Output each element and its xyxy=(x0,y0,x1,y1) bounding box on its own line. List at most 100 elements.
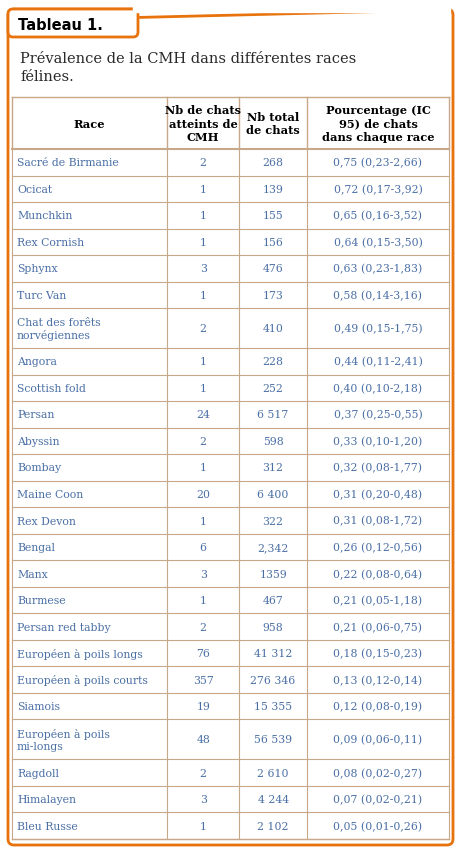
Text: 3: 3 xyxy=(200,569,207,579)
Text: 0,21 (0,05-1,18): 0,21 (0,05-1,18) xyxy=(333,595,423,606)
Text: 228: 228 xyxy=(263,357,284,367)
Text: 0,65 (0,16-3,52): 0,65 (0,16-3,52) xyxy=(333,211,422,221)
Text: 20: 20 xyxy=(196,490,210,499)
Text: Nb de chats
atteints de
CMH: Nb de chats atteints de CMH xyxy=(165,105,241,142)
Text: Européen à poils longs: Européen à poils longs xyxy=(17,647,143,659)
Text: 0,12 (0,08-0,19): 0,12 (0,08-0,19) xyxy=(333,701,423,711)
Text: 322: 322 xyxy=(263,516,284,526)
Text: 0,37 (0,25-0,55): 0,37 (0,25-0,55) xyxy=(334,409,422,421)
Polygon shape xyxy=(133,7,450,13)
Text: 0,75 (0,23-2,66): 0,75 (0,23-2,66) xyxy=(333,158,422,168)
Text: 48: 48 xyxy=(196,734,210,745)
Text: 2 102: 2 102 xyxy=(257,821,289,831)
Text: Maine Coon: Maine Coon xyxy=(17,490,83,499)
Text: 76: 76 xyxy=(196,648,210,659)
Text: Abyssin: Abyssin xyxy=(17,437,59,446)
Text: 268: 268 xyxy=(263,158,284,168)
Text: 0,58 (0,14-3,16): 0,58 (0,14-3,16) xyxy=(333,290,422,300)
Text: 15 355: 15 355 xyxy=(254,701,292,711)
Text: 6 400: 6 400 xyxy=(257,490,289,499)
Text: 252: 252 xyxy=(263,384,284,393)
Text: 598: 598 xyxy=(263,437,284,446)
Text: 0,26 (0,12-0,56): 0,26 (0,12-0,56) xyxy=(333,543,423,553)
Text: Nb total
de chats: Nb total de chats xyxy=(246,112,300,136)
Text: 0,18 (0,15-0,23): 0,18 (0,15-0,23) xyxy=(333,648,423,659)
Text: Rex Cornish: Rex Cornish xyxy=(17,237,84,247)
Text: 0,72 (0,17-3,92): 0,72 (0,17-3,92) xyxy=(334,184,422,194)
Text: 1: 1 xyxy=(200,516,207,526)
Text: 1: 1 xyxy=(200,384,207,393)
Text: Munchkin: Munchkin xyxy=(17,211,72,221)
Text: 0,49 (0,15-1,75): 0,49 (0,15-1,75) xyxy=(334,323,422,334)
Text: Angora: Angora xyxy=(17,357,57,367)
Text: 19: 19 xyxy=(196,701,210,711)
Text: 1: 1 xyxy=(200,237,207,247)
Text: Race: Race xyxy=(74,119,105,130)
Text: Pourcentage (IC
95) de chats
dans chaque race: Pourcentage (IC 95) de chats dans chaque… xyxy=(322,105,434,142)
Text: 2: 2 xyxy=(200,158,207,168)
Text: 6 517: 6 517 xyxy=(258,410,289,420)
Text: 3: 3 xyxy=(200,264,207,274)
Text: 1359: 1359 xyxy=(259,569,287,579)
Text: 0,22 (0,08-0,64): 0,22 (0,08-0,64) xyxy=(333,569,423,579)
Text: 4 244: 4 244 xyxy=(258,794,289,804)
Text: 1: 1 xyxy=(200,595,207,606)
Text: 2: 2 xyxy=(200,622,207,632)
Text: 0,64 (0,15-3,50): 0,64 (0,15-3,50) xyxy=(334,237,422,247)
Text: 467: 467 xyxy=(263,595,284,606)
FancyBboxPatch shape xyxy=(8,10,138,38)
Text: 0,21 (0,06-0,75): 0,21 (0,06-0,75) xyxy=(333,622,422,632)
Text: 0,31 (0,20-0,48): 0,31 (0,20-0,48) xyxy=(333,490,423,500)
Text: Européen à poils courts: Européen à poils courts xyxy=(17,675,148,685)
Text: Burmese: Burmese xyxy=(17,595,65,606)
Text: Bengal: Bengal xyxy=(17,543,55,553)
Text: Ragdoll: Ragdoll xyxy=(17,768,59,778)
Text: 1: 1 xyxy=(200,463,207,473)
Text: 1: 1 xyxy=(200,184,207,194)
Text: Chat des forêts
norvégiennes: Chat des forêts norvégiennes xyxy=(17,317,100,340)
Text: Manx: Manx xyxy=(17,569,48,579)
Text: 2: 2 xyxy=(200,768,207,778)
Text: 24: 24 xyxy=(196,410,210,420)
Text: 958: 958 xyxy=(263,622,284,632)
Text: 0,32 (0,08-1,77): 0,32 (0,08-1,77) xyxy=(333,463,422,473)
Text: Persan red tabby: Persan red tabby xyxy=(17,622,111,632)
Text: 2 610: 2 610 xyxy=(257,768,289,778)
Polygon shape xyxy=(14,9,156,39)
Text: 0,31 (0,08-1,72): 0,31 (0,08-1,72) xyxy=(333,516,423,526)
Text: 1: 1 xyxy=(200,211,207,221)
Text: 139: 139 xyxy=(263,184,284,194)
Text: 155: 155 xyxy=(263,211,284,221)
Text: Rex Devon: Rex Devon xyxy=(17,516,76,526)
Text: 0,09 (0,06-0,11): 0,09 (0,06-0,11) xyxy=(333,734,423,745)
Text: 476: 476 xyxy=(263,264,284,274)
Text: 0,07 (0,02-0,21): 0,07 (0,02-0,21) xyxy=(333,794,423,804)
Text: 0,40 (0,10-2,18): 0,40 (0,10-2,18) xyxy=(333,383,423,393)
Text: Tableau 1.: Tableau 1. xyxy=(18,17,103,32)
Text: Siamois: Siamois xyxy=(17,701,60,711)
Text: Turc Van: Turc Van xyxy=(17,291,66,300)
Text: Sphynx: Sphynx xyxy=(17,264,58,274)
Text: Européen à poils
mi-longs: Européen à poils mi-longs xyxy=(17,728,110,751)
Text: Himalayen: Himalayen xyxy=(17,794,76,804)
Text: Prévalence de la CMH dans différentes races
félines.: Prévalence de la CMH dans différentes ra… xyxy=(20,52,356,84)
Text: 357: 357 xyxy=(193,675,213,685)
Text: 312: 312 xyxy=(263,463,284,473)
Text: 2: 2 xyxy=(200,324,207,334)
Text: 0,05 (0,01-0,26): 0,05 (0,01-0,26) xyxy=(333,821,423,831)
Text: 0,44 (0,11-2,41): 0,44 (0,11-2,41) xyxy=(334,357,422,367)
Text: 276 346: 276 346 xyxy=(250,675,296,685)
Text: 0,08 (0,02-0,27): 0,08 (0,02-0,27) xyxy=(333,768,423,778)
Text: Sacré de Birmanie: Sacré de Birmanie xyxy=(17,158,119,168)
Text: 173: 173 xyxy=(263,291,284,300)
Text: 2,342: 2,342 xyxy=(257,543,289,553)
Text: Scottish fold: Scottish fold xyxy=(17,384,86,393)
Text: 0,13 (0,12-0,14): 0,13 (0,12-0,14) xyxy=(333,675,423,685)
Text: 41 312: 41 312 xyxy=(254,648,292,659)
Text: 56 539: 56 539 xyxy=(254,734,292,745)
Text: Ocicat: Ocicat xyxy=(17,184,52,194)
Text: 1: 1 xyxy=(200,357,207,367)
FancyBboxPatch shape xyxy=(8,10,453,845)
Text: 156: 156 xyxy=(263,237,284,247)
Text: Bombay: Bombay xyxy=(17,463,61,473)
